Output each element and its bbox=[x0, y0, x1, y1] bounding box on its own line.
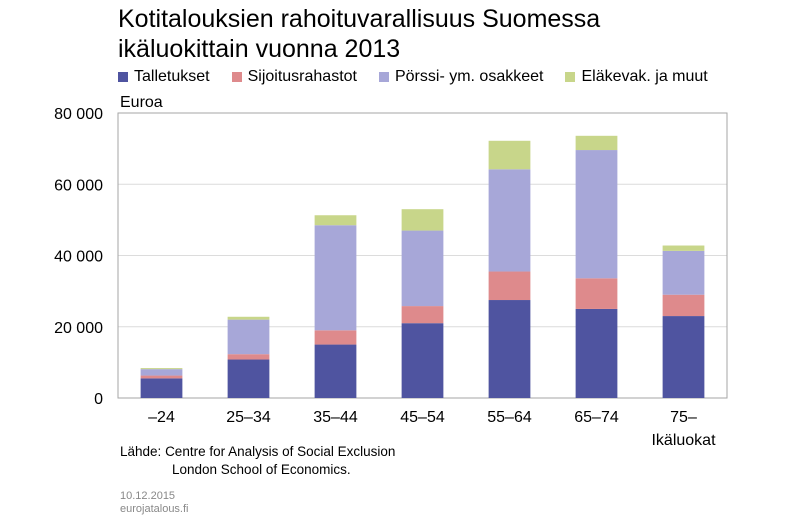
bar-segment-4-5 bbox=[488, 140, 531, 170]
footer: 10.12.2015 eurojatalous.fi bbox=[120, 490, 189, 516]
x-tick-label: 75– bbox=[670, 409, 697, 426]
x-tick-label: 35–44 bbox=[313, 409, 358, 426]
footer-date: 10.12.2015 bbox=[120, 490, 176, 502]
x-tick-label: 55–64 bbox=[487, 409, 532, 426]
legend-swatch-elakevak bbox=[565, 72, 576, 82]
legend-item-elakevak: Eläkevak. ja muut bbox=[565, 68, 708, 86]
x-axis-title: Ikäluokat bbox=[651, 432, 716, 449]
legend-swatch-talletukset bbox=[118, 72, 128, 82]
bar-segment-3-2 bbox=[227, 319, 270, 355]
bar-segment-2-5 bbox=[488, 271, 531, 301]
bar-segment-1-4 bbox=[401, 323, 444, 398]
y-tick-label: 40 000 bbox=[54, 249, 103, 266]
source-note: Lähde: Centre for Analysis of Social Exc… bbox=[120, 443, 395, 479]
bar-segment-1-6 bbox=[575, 308, 618, 398]
source-prefix: Lähde: bbox=[120, 444, 162, 459]
legend-item-porssi-osakkeet: Pörssi- ym. osakkeet bbox=[378, 68, 544, 86]
legend-label-porssi-osakkeet: Pörssi- ym. osakkeet bbox=[394, 68, 544, 85]
bar-segment-3-4 bbox=[401, 230, 444, 307]
chart-title-line-2: ikäluokittain vuonna 2013 bbox=[118, 35, 401, 63]
bar-segment-2-7 bbox=[662, 294, 705, 317]
bar-segment-4-1 bbox=[140, 368, 183, 370]
bar-segment-4-3 bbox=[314, 215, 357, 226]
bar-segment-2-3 bbox=[314, 330, 357, 345]
bar-segment-2-1 bbox=[140, 375, 183, 379]
legend-label-elakevak: Eläkevak. ja muut bbox=[581, 68, 708, 85]
chart-title: Kotitalouksien rahoituvarallisuus Suomes… bbox=[118, 4, 600, 64]
y-axis-unit-label: Euroa bbox=[120, 94, 163, 111]
bar-segment-4-4 bbox=[401, 209, 444, 231]
bar-segment-1-1 bbox=[140, 378, 183, 398]
bar-segment-2-6 bbox=[575, 278, 618, 309]
x-tick-label: 45–54 bbox=[400, 409, 445, 426]
source-line-1: Centre for Analysis of Social Exclusion bbox=[165, 444, 396, 459]
y-tick-label: 20 000 bbox=[54, 320, 103, 337]
bar-segment-3-6 bbox=[575, 150, 618, 279]
legend-label-talletukset: Talletukset bbox=[134, 68, 210, 85]
legend-swatch-sijoitusrahastot bbox=[231, 72, 242, 82]
y-tick-label: 80 000 bbox=[54, 106, 103, 123]
x-tick-label: 65–74 bbox=[574, 409, 619, 426]
legend-item-talletukset: Talletukset bbox=[118, 68, 210, 86]
chart-legend: Talletukset Sijoitusrahastot Pörssi- ym.… bbox=[118, 68, 730, 86]
bar-segment-4-6 bbox=[575, 135, 618, 151]
x-tick-label: –24 bbox=[148, 409, 175, 426]
chart-title-line-1: Kotitalouksien rahoituvarallisuus Suomes… bbox=[118, 5, 601, 33]
footer-site: eurojatalous.fi bbox=[120, 503, 189, 515]
y-tick-label: 0 bbox=[94, 391, 103, 408]
bar-segment-2-2 bbox=[227, 354, 270, 360]
bar-segment-3-1 bbox=[140, 369, 183, 376]
bar-segment-1-3 bbox=[314, 344, 357, 398]
legend-item-sijoitusrahastot: Sijoitusrahastot bbox=[231, 68, 357, 86]
bar-segment-3-3 bbox=[314, 225, 357, 331]
legend-label-sijoitusrahastot: Sijoitusrahastot bbox=[247, 68, 357, 85]
source-line-2: London School of Economics. bbox=[172, 462, 351, 477]
y-tick-label: 60 000 bbox=[54, 177, 103, 194]
bar-segment-1-7 bbox=[662, 316, 705, 398]
legend-swatch-porssi-osakkeet bbox=[378, 72, 389, 82]
x-tick-label: 25–34 bbox=[226, 409, 271, 426]
bar-segment-3-5 bbox=[488, 169, 531, 272]
bar-segment-4-2 bbox=[227, 316, 270, 320]
bar-segment-3-7 bbox=[662, 250, 705, 295]
bar-segment-1-5 bbox=[488, 300, 531, 398]
bar-segment-2-4 bbox=[401, 306, 444, 324]
bar-segment-1-2 bbox=[227, 359, 270, 398]
bar-segment-4-7 bbox=[662, 245, 705, 251]
